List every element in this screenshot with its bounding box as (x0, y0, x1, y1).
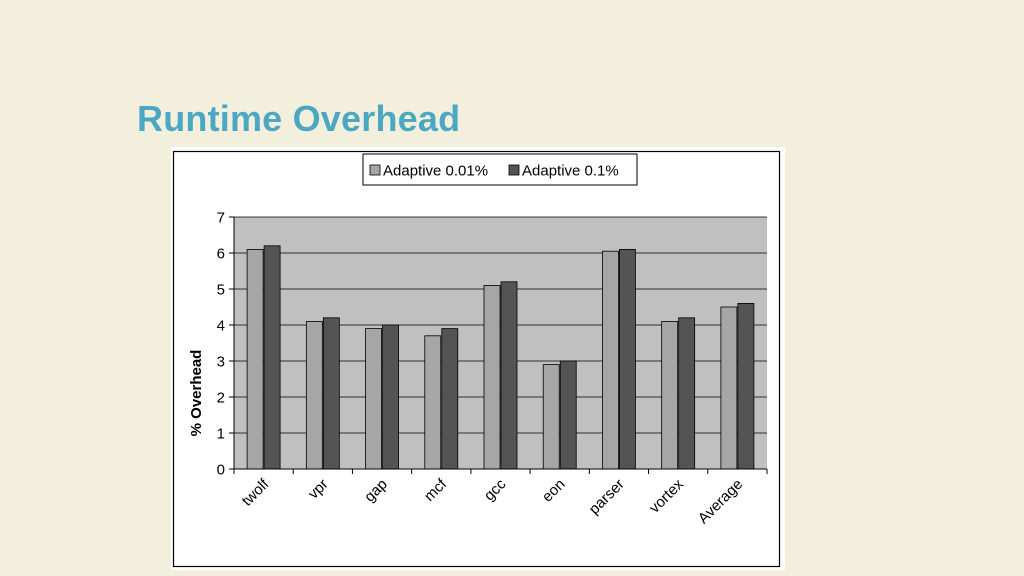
slide-title: Runtime Overhead (137, 98, 461, 139)
legend-box (362, 153, 638, 186)
bar-twolf-series-2 (263, 245, 281, 470)
bar-eon-series-2 (559, 360, 577, 470)
y-tick-label: 1 (217, 426, 225, 443)
axes (229, 216, 768, 474)
bar-vortex-series-2 (678, 317, 696, 470)
gridlines (234, 216, 767, 434)
y-tick-label: 0 (217, 462, 225, 479)
y-tick-label: 2 (217, 390, 225, 407)
bar-mcf-series-1 (424, 335, 442, 470)
bar-twolf-series-1 (246, 249, 264, 470)
bar-average-series-1 (720, 306, 738, 470)
y-tick-label: 7 (217, 210, 225, 227)
bar-parser-series-2 (619, 249, 636, 470)
y-tick-labels: 0 1 2 3 4 5 6 7 (217, 210, 225, 479)
bar-gcc-series-1 (483, 284, 501, 470)
bar-average-series-2 (737, 302, 755, 470)
y-axis-label: % Overhead (188, 350, 205, 437)
bar-mcf-series-2 (441, 328, 459, 470)
y-tick-label: 6 (217, 246, 225, 263)
bar-gap-series-2 (382, 324, 399, 470)
bar-gap-series-1 (365, 328, 382, 470)
legend-label-adaptive-0-01: Adaptive 0.01% (383, 163, 488, 180)
bar-vpr-series-2 (322, 317, 340, 470)
y-tick-label: 4 (217, 318, 225, 335)
legend: Adaptive 0.01% Adaptive 0.1% (362, 153, 638, 186)
bar-vortex-series-1 (661, 320, 679, 470)
bar-vpr-series-1 (305, 320, 323, 470)
bars (246, 245, 755, 470)
legend-swatch-adaptive-0-1 (508, 164, 520, 176)
bar-eon-series-1 (542, 364, 560, 470)
y-tick-label: 5 (217, 282, 225, 299)
plot-area (234, 217, 767, 469)
bar-gcc-series-2 (500, 281, 518, 470)
bar-parser-series-1 (602, 250, 619, 470)
legend-swatch-adaptive-0-01 (369, 164, 381, 176)
y-tick-label: 3 (217, 354, 225, 371)
legend-label-adaptive-0-1: Adaptive 0.1% (522, 163, 619, 180)
